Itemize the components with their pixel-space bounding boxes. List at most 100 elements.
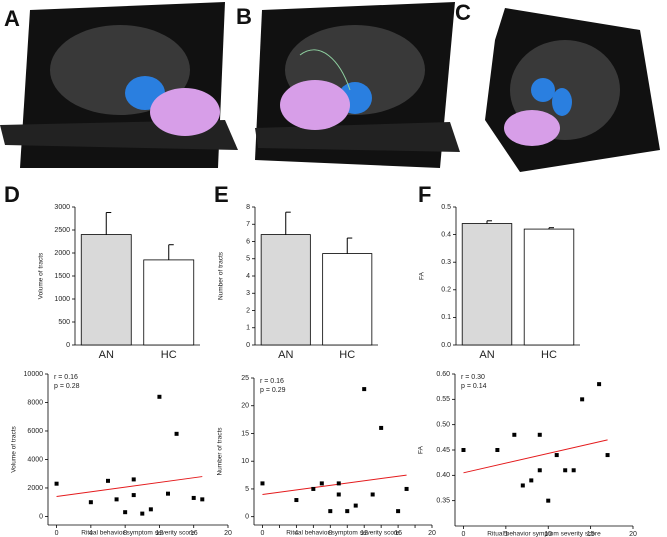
x-tick-label: 20 <box>224 530 232 537</box>
x-tick-label: HC <box>339 349 355 361</box>
point <box>512 432 517 437</box>
point <box>114 497 119 502</box>
point <box>336 481 341 486</box>
panel-label: B <box>236 4 252 29</box>
y-tick-label: 8 <box>246 204 250 211</box>
x-tick-label: AN <box>278 349 293 361</box>
y-tick-label: 4000 <box>27 456 43 463</box>
y-tick-label: 0 <box>39 513 43 520</box>
point <box>148 507 153 512</box>
x-tick-label: 20 <box>629 531 637 537</box>
y-tick-label: 15 <box>241 430 249 437</box>
brain-image-a <box>0 2 238 168</box>
y-tick-label: 0 <box>246 342 250 349</box>
point <box>166 491 170 496</box>
y-tick-label: 0 <box>66 342 70 349</box>
point <box>461 448 466 452</box>
bar <box>80 234 132 346</box>
y-tick-label: 1500 <box>54 273 70 280</box>
panel-label: D <box>4 182 20 207</box>
y-tick-label: 6 <box>246 238 250 245</box>
point <box>520 483 525 488</box>
y-axis-label: Volume of tracts <box>38 252 45 299</box>
x-axis-label: Ritual behavior symptom severity score <box>487 531 601 537</box>
point <box>123 510 128 515</box>
annotation: r = 0.30 <box>461 374 485 381</box>
panel-label: A <box>4 6 20 31</box>
bar <box>523 228 575 346</box>
y-tick-label: 10 <box>241 458 249 465</box>
bar <box>461 223 513 346</box>
fit-line <box>56 476 203 498</box>
x-tick-label: AN <box>99 349 114 361</box>
y-tick-label: 3 <box>246 290 250 297</box>
y-tick-label: 0.5 <box>441 204 451 211</box>
x-tick-label: HC <box>161 349 177 361</box>
y-tick-label: 10000 <box>24 371 44 378</box>
point <box>336 492 341 497</box>
y-tick-label: 0.60 <box>436 371 450 378</box>
point <box>379 425 384 430</box>
y-axis-label: Volume of tracts <box>11 425 18 472</box>
x-tick-label: 4 <box>89 530 93 537</box>
x-tick-label: 0 <box>55 530 59 537</box>
x-tick-label: 10 <box>544 531 552 537</box>
point <box>311 486 316 491</box>
x-axis-label: Ritual behavior symptom severity score <box>286 530 400 537</box>
y-tick-label: 2500 <box>54 227 70 234</box>
panel-label: E <box>214 182 229 207</box>
bar <box>260 234 311 346</box>
bar <box>143 259 195 346</box>
x-tick-label: 0 <box>261 530 265 537</box>
y-tick-label: 2000 <box>54 250 70 257</box>
point <box>140 511 145 516</box>
x-tick-label: 16 <box>190 530 198 537</box>
point <box>131 493 136 498</box>
bar <box>322 253 373 346</box>
point <box>529 478 534 483</box>
y-tick-label: 0.35 <box>436 498 450 505</box>
y-tick-label: 25 <box>241 375 249 382</box>
brain-image-c <box>485 8 660 172</box>
point <box>328 509 333 514</box>
point <box>353 503 358 508</box>
point <box>174 431 179 436</box>
y-tick-label: 0.55 <box>436 396 450 403</box>
point <box>580 397 585 402</box>
y-tick-label: 0.4 <box>441 231 451 238</box>
annotation: p = 0.14 <box>461 383 487 390</box>
point <box>106 478 110 483</box>
point <box>200 497 205 502</box>
point <box>294 498 299 503</box>
fit-line <box>262 474 407 495</box>
y-axis-label: Number of tracts <box>218 251 225 300</box>
x-tick-label: 4 <box>294 530 298 537</box>
y-tick-label: 5 <box>245 486 249 493</box>
point <box>571 468 576 473</box>
y-tick-label: 500 <box>58 319 70 326</box>
x-axis-label: Ritual behavior symptom severity score <box>81 530 195 537</box>
fit-line <box>463 439 608 474</box>
annotation: r = 0.16 <box>260 378 284 385</box>
y-tick-label: 5 <box>246 256 250 263</box>
point <box>597 382 602 387</box>
y-tick-label: 1 <box>246 325 250 332</box>
y-tick-label: 6000 <box>27 428 43 435</box>
point <box>563 468 568 473</box>
x-tick-label: 12 <box>360 530 368 537</box>
point <box>131 477 136 482</box>
point <box>404 486 409 491</box>
x-tick-label: AN <box>479 349 494 361</box>
x-tick-label: 0 <box>462 531 466 537</box>
y-tick-label: 0.0 <box>441 342 451 349</box>
y-axis-label: FA <box>419 271 426 280</box>
y-tick-label: 2000 <box>27 485 43 492</box>
point <box>157 394 162 399</box>
x-tick-label: 15 <box>587 531 595 537</box>
point <box>260 481 265 486</box>
point <box>396 509 401 514</box>
annotation: p = 0.29 <box>260 387 286 394</box>
brain-image-b <box>255 2 460 168</box>
y-tick-label: 0.1 <box>441 314 451 321</box>
